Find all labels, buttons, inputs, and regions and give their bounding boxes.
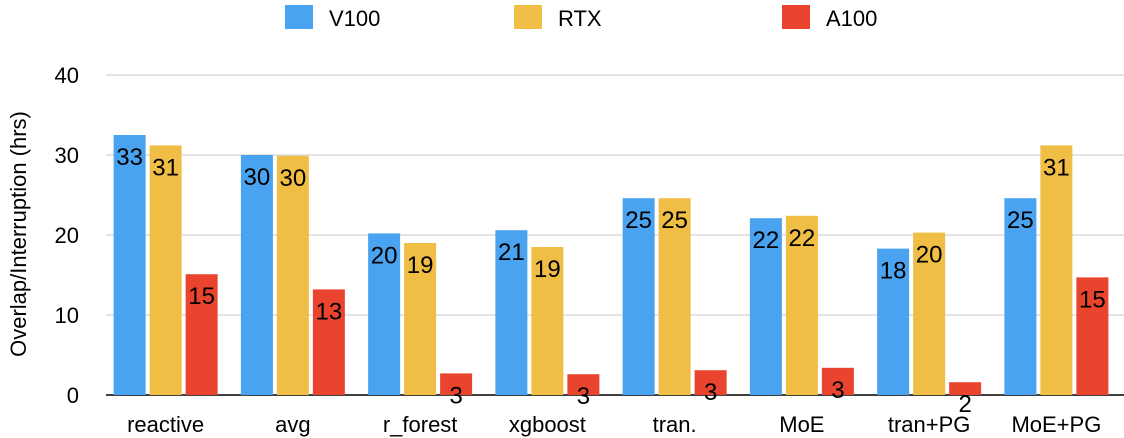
bar-value-label: 31: [152, 154, 179, 181]
bar-value-label: 2: [958, 391, 971, 418]
bar-a100-0: [185, 274, 218, 395]
legend-label-a100: A100: [826, 6, 877, 31]
x-axis: reactive avg r_forest xgboost tran. MoE tran+P…: [127, 412, 1101, 437]
bar-v100-6: [877, 248, 910, 395]
bar-value-label: 15: [188, 283, 215, 310]
bar-value-label: 25: [661, 207, 688, 234]
bar-value-label: 22: [753, 227, 780, 254]
bar-value-label: 22: [789, 225, 816, 252]
bar-a100-4: [694, 370, 727, 395]
bar-value-label: 30: [244, 164, 271, 191]
x-tick-label: avg: [275, 412, 310, 437]
y-tick-label: 30: [55, 143, 79, 168]
bar-a100-1: [312, 289, 345, 395]
bar-value-label: 33: [116, 144, 143, 171]
bar-rtx-6: [913, 232, 946, 395]
bar-rtx-7: [1040, 145, 1073, 395]
legend-label-v100: V100: [329, 6, 380, 31]
bar-a100-6: [949, 382, 982, 395]
bar-rtx-2: [404, 243, 437, 395]
bar-value-label: 19: [407, 252, 434, 279]
bars: 33 31 15 30 30 13 20 19 3 21 19 3 25 25 3 22 22 3 18 20 2 25 3…: [113, 135, 1109, 418]
bar-a100-3: [567, 374, 600, 395]
bar-value-label: 18: [880, 258, 907, 285]
x-tick-label: tran.: [653, 412, 697, 437]
bar-a100-2: [440, 373, 473, 395]
legend: V100 RTX A100: [285, 5, 877, 31]
bar-a100-5: [821, 367, 854, 395]
legend-label-rtx: RTX: [558, 6, 602, 31]
x-tick-label: MoE: [779, 412, 824, 437]
bar-rtx-3: [531, 247, 564, 395]
bar-value-label: 31: [1043, 154, 1070, 181]
bar-value-label: 3: [577, 383, 590, 410]
bar-value-label: 30: [280, 165, 307, 192]
bar-v100-4: [622, 198, 655, 395]
y-tick-label: 0: [67, 383, 79, 408]
bar-value-label: 3: [704, 379, 717, 406]
bar-value-label: 25: [625, 207, 652, 234]
x-tick-label: r_forest: [383, 412, 458, 437]
bar-rtx-0: [149, 145, 182, 395]
bar-v100-0: [113, 135, 146, 395]
bar-rtx-4: [658, 198, 691, 395]
bar-value-label: 25: [1007, 207, 1034, 234]
bar-value-label: 3: [831, 377, 844, 404]
bar-value-label: 19: [534, 256, 561, 283]
x-tick-label: xgboost: [509, 412, 586, 437]
bar-v100-5: [749, 218, 782, 395]
bar-a100-7: [1076, 277, 1109, 395]
bar-value-label: 21: [498, 239, 525, 266]
y-axis-title: Overlap/Interruption (hrs): [6, 111, 31, 357]
bar-rtx-1: [276, 155, 309, 395]
bar-value-label: 15: [1079, 286, 1106, 313]
bar-v100-3: [495, 230, 528, 395]
x-tick-label: tran+PG: [888, 412, 971, 437]
y-tick-label: 20: [55, 223, 79, 248]
bar-value-label: 13: [316, 298, 343, 325]
bar-v100-2: [368, 233, 401, 395]
bar-value-label: 3: [449, 382, 462, 409]
bar-value-label: 20: [371, 242, 398, 269]
x-tick-label: reactive: [127, 412, 204, 437]
y-axis: 0 10 20 30 40: [55, 63, 79, 408]
y-tick-label: 10: [55, 303, 79, 328]
bar-rtx-5: [785, 215, 818, 395]
legend-swatch-v100: [285, 5, 313, 29]
bar-value-label: 20: [916, 242, 943, 269]
bar-v100-7: [1004, 198, 1037, 395]
bar-v100-1: [240, 155, 273, 395]
y-tick-label: 40: [55, 63, 79, 88]
legend-swatch-a100: [782, 5, 810, 29]
x-tick-label: MoE+PG: [1011, 412, 1101, 437]
legend-swatch-rtx: [514, 5, 542, 29]
